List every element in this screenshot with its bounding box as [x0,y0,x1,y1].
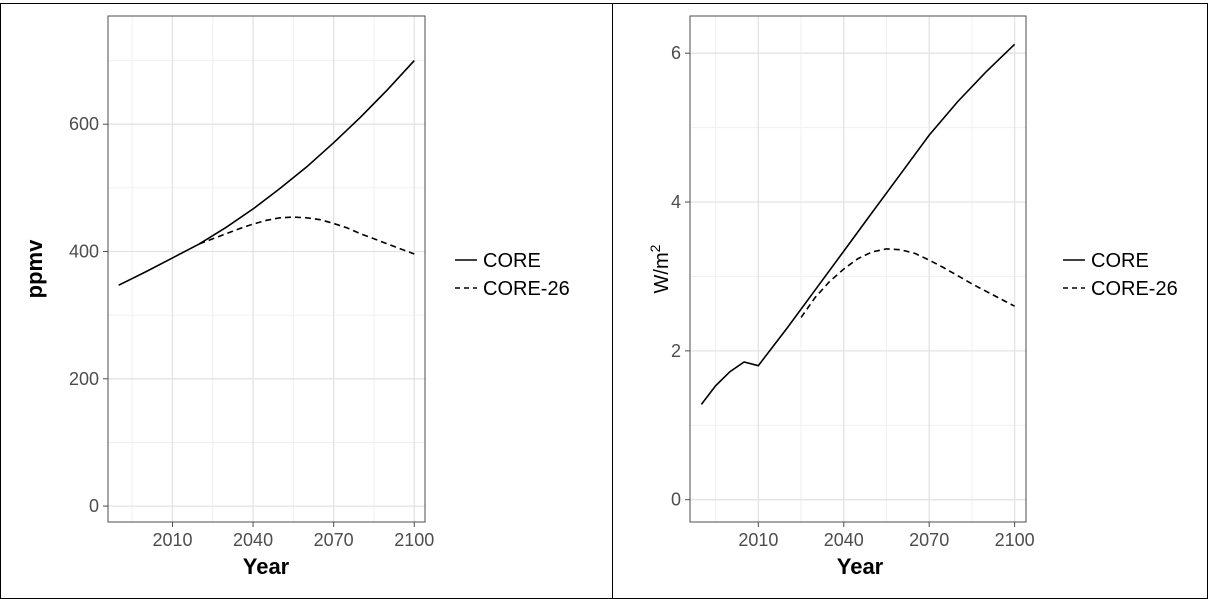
x-tick-label: 2100 [995,530,1035,550]
y-tick-label: 400 [69,241,99,261]
series-line-core-26 [800,248,1015,318]
y-tick-label: 2 [671,341,681,361]
x-axis-title: Year [243,554,290,579]
legend-label-core: CORE [483,250,541,272]
y-tick-label: 6 [671,43,681,63]
y-tick-label: 200 [69,369,99,389]
panel-border [107,15,426,523]
panel-border [689,15,1027,523]
x-tick-label: 2100 [394,530,434,550]
legend-label-core: CORE [1091,250,1149,272]
y-tick-label: 0 [671,490,681,510]
chart-left: 2010 2040 2070 2100 0 200 400 600 Year ppmv CORE CO… [22,15,570,579]
x-tick-label: 2040 [233,530,273,550]
y-tick-label: 4 [671,192,681,212]
y-axis-title: W/m2 [647,244,673,293]
x-tick-label: 2010 [152,530,192,550]
x-tick-label: 2070 [314,530,354,550]
legend-label-core-26: CORE-26 [483,278,570,300]
y-axis-title: ppmv [22,239,47,298]
series-line-core-26 [199,216,415,255]
y-tick-label: 600 [69,114,99,134]
y-tick-label: 0 [89,496,99,516]
chart-cell-left [0,3,613,599]
series-line-core [118,60,415,286]
chart-right: 2010 2040 2070 2100 0 2 4 6 Year W/m2 CORE CORE-26 [647,15,1178,579]
y-axis-title-superscript: 2 [647,244,663,252]
series-line-core [700,43,1016,405]
x-axis-title: Year [837,554,884,579]
x-tick-label: 2010 [738,530,778,550]
x-tick-label: 2070 [909,530,949,550]
legend-label-core-26: CORE-26 [1091,278,1178,300]
x-tick-label: 2040 [824,530,864,550]
